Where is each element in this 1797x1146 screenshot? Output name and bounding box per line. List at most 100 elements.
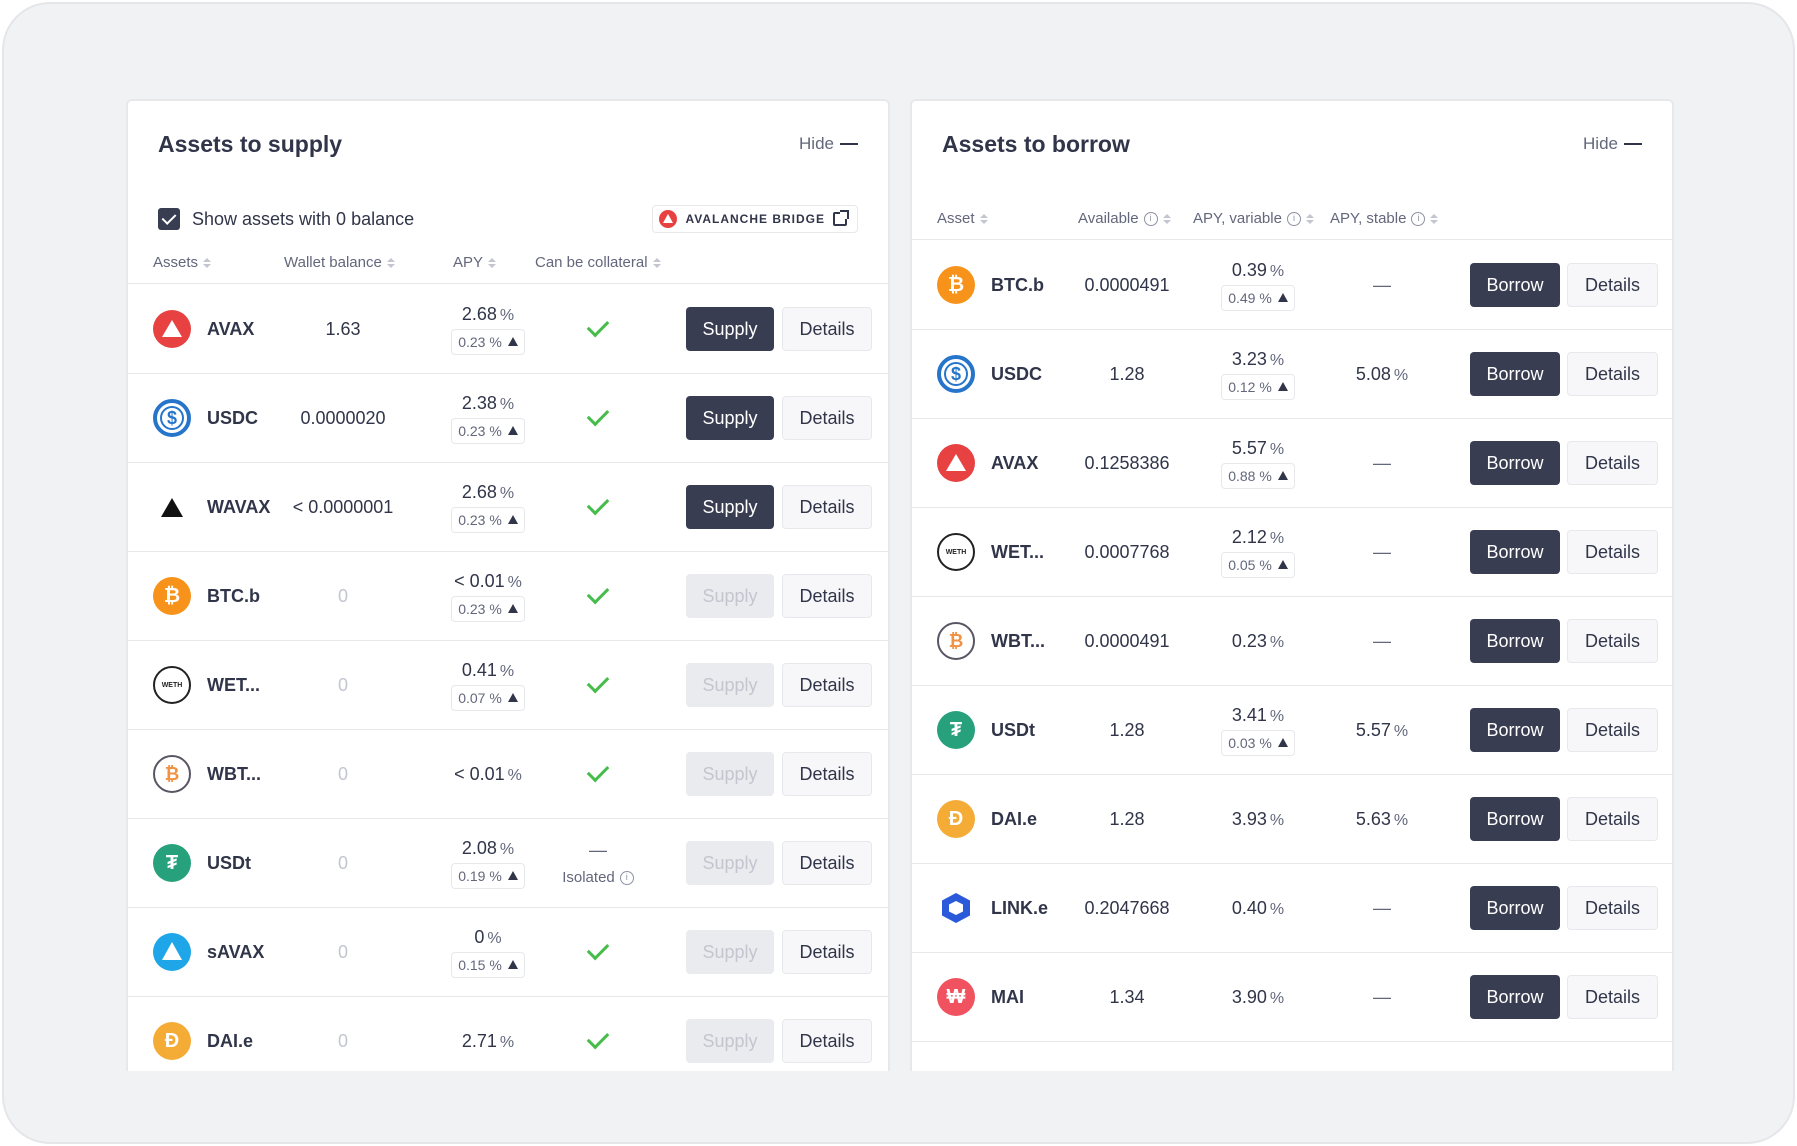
supply-button[interactable]: Supply [686, 485, 774, 529]
sort-icon[interactable] [203, 257, 212, 268]
asset-cell[interactable]: WETH WET... [153, 641, 260, 729]
incentive-badge[interactable]: 0.88 % [1221, 462, 1295, 489]
incentive-badge[interactable]: 0.12 % [1221, 373, 1295, 400]
details-button[interactable]: Details [782, 574, 872, 618]
info-icon[interactable]: i [1411, 211, 1426, 226]
show-zero-label: Show assets with 0 balance [192, 208, 415, 229]
asset-cell[interactable]: WAVAX [153, 463, 270, 551]
panel-title: Assets to borrow [942, 131, 1130, 157]
asset-cell[interactable]: ₿ BTC.b [153, 552, 260, 640]
details-button[interactable]: Details [782, 663, 872, 707]
borrow-button[interactable]: Borrow [1470, 708, 1560, 752]
details-button[interactable]: Details [782, 396, 872, 440]
incentive-badge[interactable]: 0.15 % [451, 951, 525, 978]
hide-button[interactable]: Hide [1583, 134, 1642, 154]
details-button[interactable]: Details [1567, 441, 1658, 485]
incentive-badge[interactable]: 0.19 % [451, 862, 525, 889]
details-button[interactable]: Details [782, 485, 872, 529]
details-button[interactable]: Details [1567, 797, 1658, 841]
asset-cell[interactable]: ₮ USDt [153, 819, 251, 907]
asset-cell[interactable]: $ USDC [937, 330, 1042, 418]
balance-value: 0.0000020 [300, 407, 386, 428]
borrow-button[interactable]: Borrow [1470, 352, 1560, 396]
checkbox-checked-icon[interactable] [158, 208, 180, 230]
asset-cell[interactable]: ₿ WBT... [153, 730, 261, 818]
sort-icon[interactable] [979, 213, 988, 224]
column-header[interactable]: APY, variable i [1193, 210, 1314, 227]
incentive-badge[interactable]: 0.07 % [451, 684, 525, 711]
asset-cell[interactable]: ₿ BTC.b [937, 241, 1044, 329]
borrow-button[interactable]: Borrow [1470, 797, 1560, 841]
hide-button[interactable]: Hide [799, 134, 858, 154]
balance-value: 0 [337, 1030, 348, 1051]
sort-icon[interactable] [386, 257, 395, 268]
incentive-badge[interactable]: 0.23 % [451, 417, 525, 444]
column-header[interactable]: Can be collateral [535, 254, 661, 271]
apy-cell: 2.68% 0.23 % [428, 463, 548, 551]
asset-cell[interactable]: Ð DAI.e [153, 997, 253, 1071]
asset-cell[interactable]: AVAX [153, 285, 254, 373]
asset-cell[interactable]: ₮ USDt [937, 686, 1035, 774]
asset-cell[interactable]: ₿ WBT... [937, 597, 1045, 685]
percent-sign: % [499, 662, 515, 680]
details-button[interactable]: Details [1567, 708, 1658, 752]
sort-icon[interactable] [1162, 213, 1171, 224]
details-button[interactable]: Details [1567, 886, 1658, 930]
details-button[interactable]: Details [782, 841, 872, 885]
details-button[interactable]: Details [1567, 619, 1658, 663]
collateral-cell [528, 730, 668, 818]
apy-variable-cell: 0.39% 0.49 % [1198, 241, 1318, 329]
asset-cell[interactable]: ₩ MAI [937, 953, 1024, 1041]
column-label: APY, stable [1330, 210, 1407, 227]
borrow-button[interactable]: Borrow [1470, 441, 1560, 485]
details-button[interactable]: Details [782, 930, 872, 974]
dai-icon: Ð [937, 800, 975, 838]
borrow-button[interactable]: Borrow [1470, 619, 1560, 663]
info-icon[interactable]: i [1286, 211, 1301, 226]
details-button[interactable]: Details [782, 307, 872, 351]
asset-cell[interactable]: Ð DAI.e [937, 775, 1037, 863]
supply-button: Supply [686, 663, 774, 707]
sort-icon[interactable] [1305, 213, 1314, 224]
details-button[interactable]: Details [1567, 975, 1658, 1019]
supply-button[interactable]: Supply [686, 307, 774, 351]
column-header[interactable]: Wallet balance [284, 254, 395, 271]
details-button[interactable]: Details [1567, 263, 1658, 307]
apy-value: 2.38% [462, 393, 514, 414]
column-header[interactable]: APY, stable i [1330, 210, 1439, 227]
details-button[interactable]: Details [782, 752, 872, 796]
details-button[interactable]: Details [782, 1019, 872, 1063]
asset-cell[interactable]: $ USDC [153, 374, 258, 462]
column-header[interactable]: Asset [937, 210, 988, 227]
borrow-button[interactable]: Borrow [1470, 263, 1560, 307]
incentive-badge[interactable]: 0.23 % [451, 506, 525, 533]
borrow-button[interactable]: Borrow [1470, 886, 1560, 930]
supply-button[interactable]: Supply [686, 396, 774, 440]
isolated-badge[interactable]: Isolated i [562, 869, 634, 886]
asset-cell[interactable]: AVAX [937, 419, 1038, 507]
details-button[interactable]: Details [1567, 530, 1658, 574]
asset-cell[interactable]: sAVAX [153, 908, 264, 996]
avax-icon [937, 444, 975, 482]
incentive-badge[interactable]: 0.23 % [451, 328, 525, 355]
column-header[interactable]: Available i [1078, 210, 1171, 227]
column-header[interactable]: APY [453, 254, 497, 271]
column-header[interactable]: Assets [153, 254, 212, 271]
details-button[interactable]: Details [1567, 352, 1658, 396]
sort-icon[interactable] [1430, 213, 1439, 224]
info-icon[interactable]: i [619, 870, 634, 885]
show-zero-balance-toggle[interactable]: Show assets with 0 balance [158, 208, 414, 230]
incentive-badge[interactable]: 0.23 % [451, 595, 525, 622]
asset-cell[interactable]: LINK.e [937, 864, 1048, 952]
borrow-button[interactable]: Borrow [1470, 530, 1560, 574]
asset-cell[interactable]: WETH WET... [937, 508, 1044, 596]
info-icon[interactable]: i [1143, 211, 1158, 226]
avalanche-bridge-link[interactable]: AVALANCHE BRIDGE [652, 205, 858, 233]
incentive-badge[interactable]: 0.49 % [1221, 284, 1295, 311]
sort-icon[interactable] [488, 257, 497, 268]
apy-number: 3.90 [1231, 986, 1267, 1007]
incentive-badge[interactable]: 0.03 % [1221, 729, 1295, 756]
borrow-button[interactable]: Borrow [1470, 975, 1560, 1019]
sort-icon[interactable] [652, 257, 661, 268]
incentive-badge[interactable]: 0.05 % [1221, 551, 1295, 578]
